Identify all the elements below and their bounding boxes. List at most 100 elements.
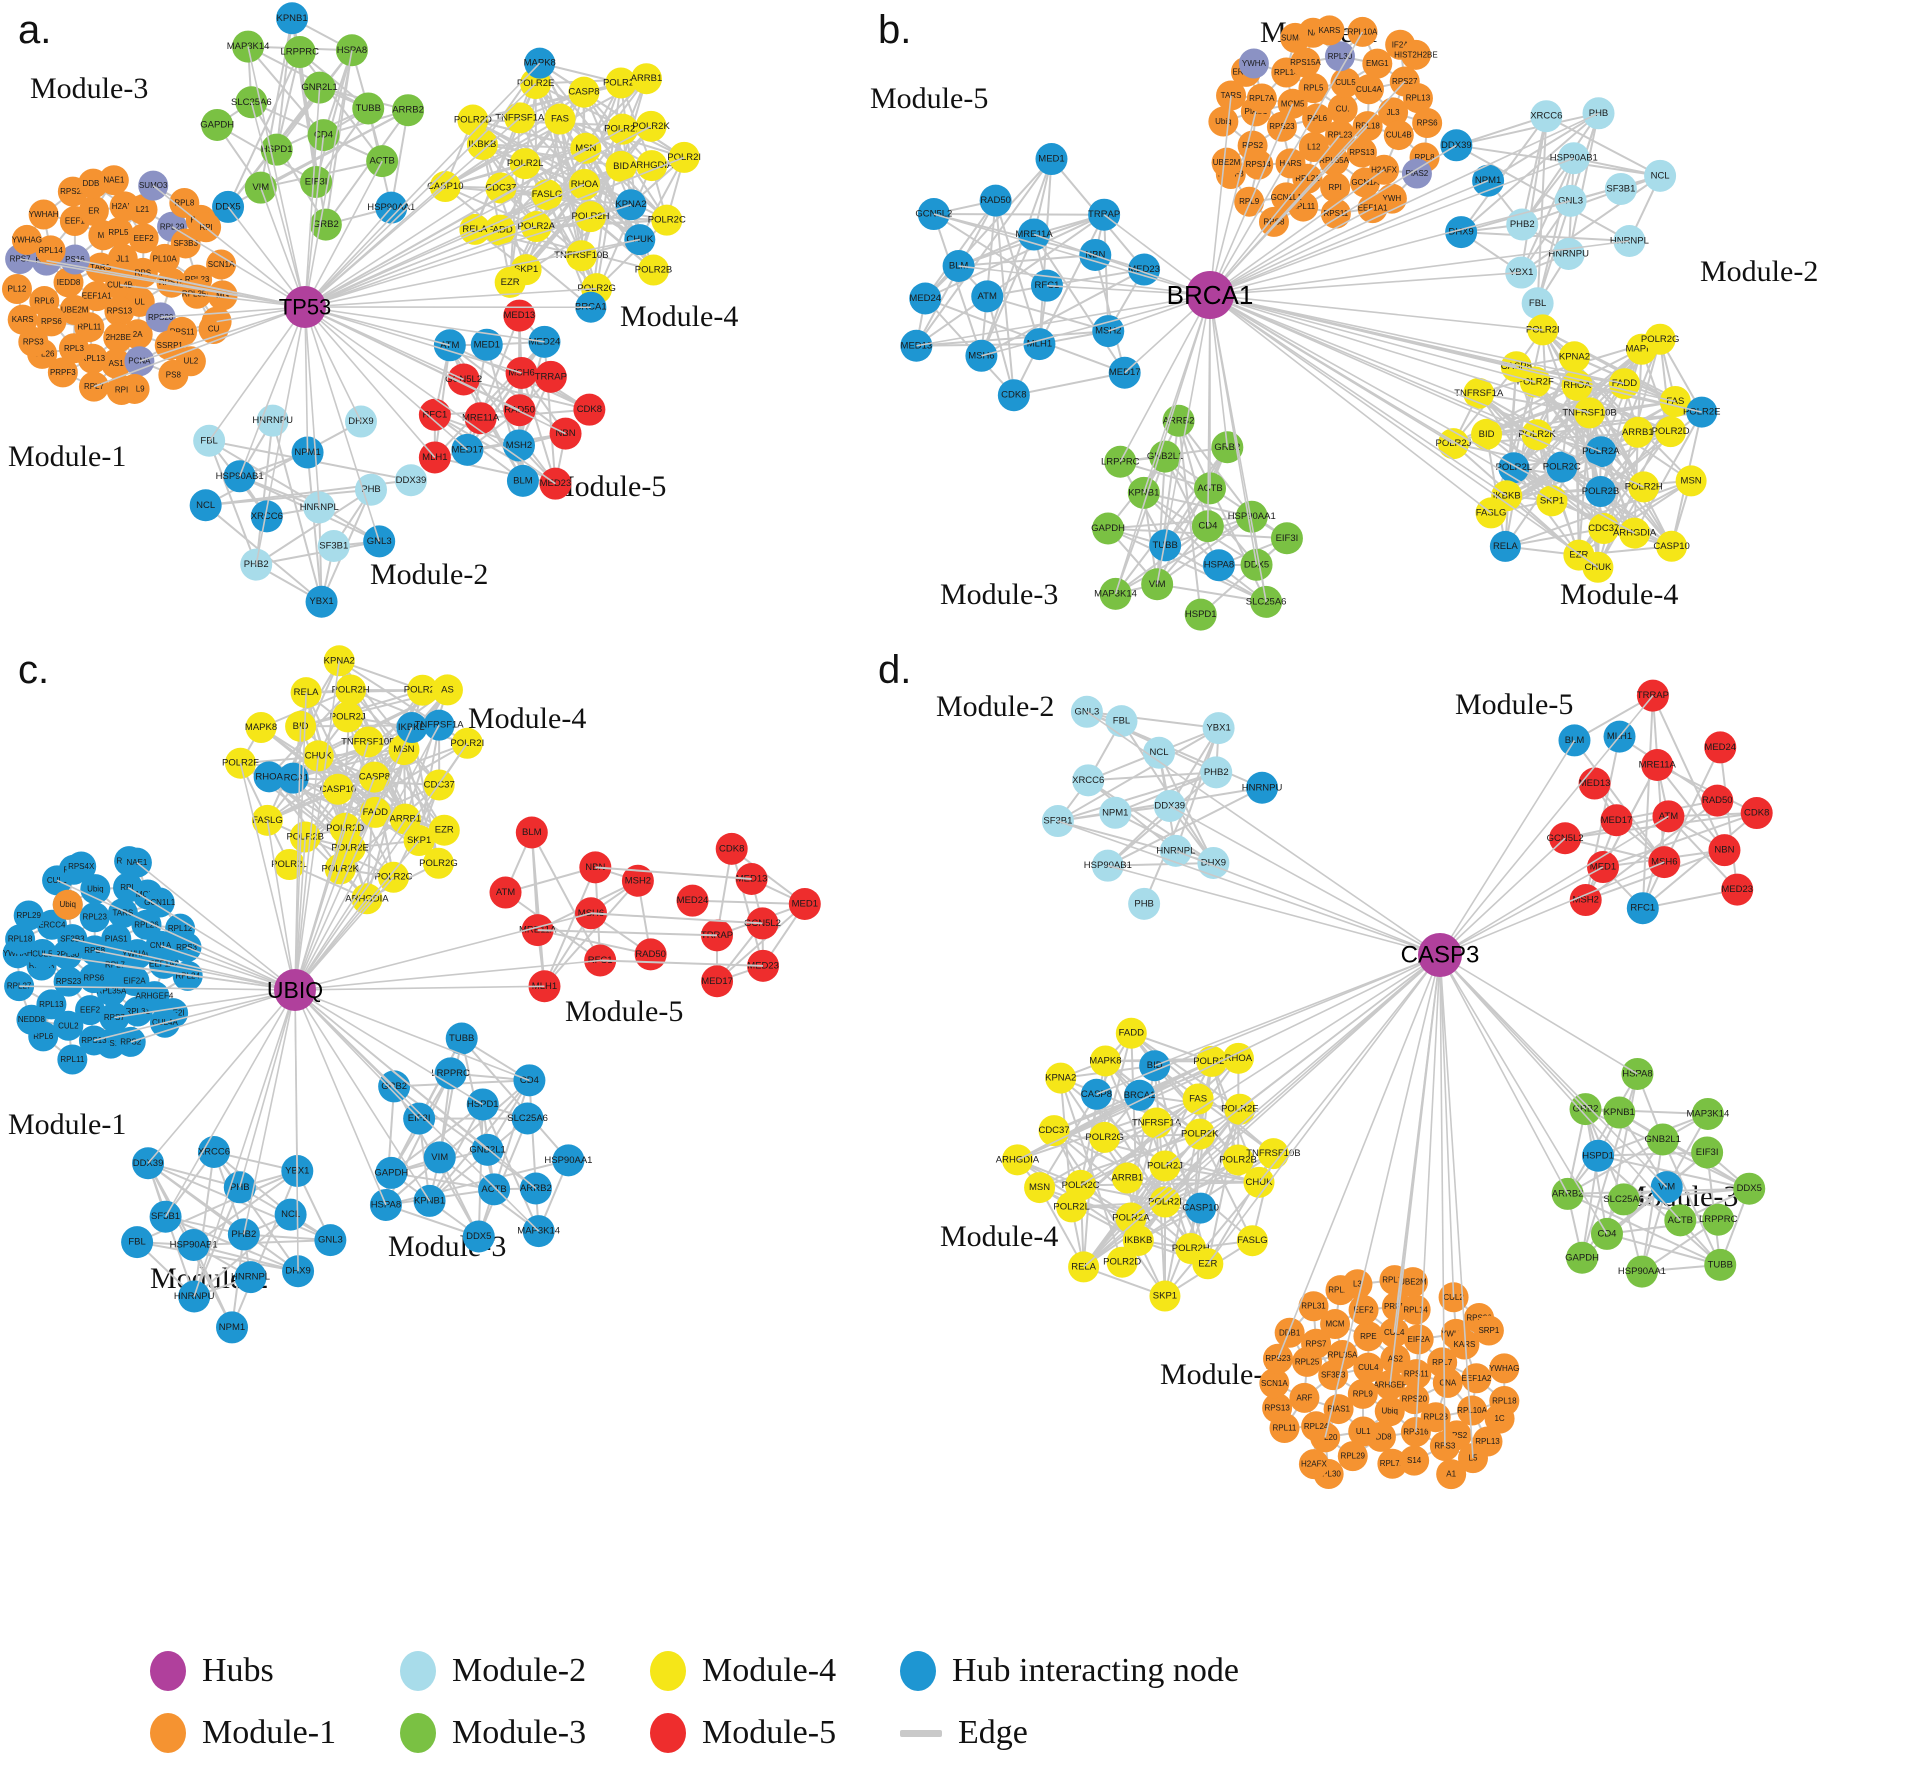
module3-node[interactable]: MAP3K14: [1686, 1097, 1729, 1130]
module2-node[interactable]: DDX39: [394, 464, 427, 497]
module1-node[interactable]: Ubiq: [1374, 1396, 1405, 1427]
module1-node[interactable]: RPS4X: [66, 851, 97, 882]
module1-node[interactable]: L3: [1342, 1269, 1373, 1300]
module4-node[interactable]: CASP8: [1081, 1078, 1112, 1110]
module3-node[interactable]: EIF3I: [1270, 522, 1303, 555]
module1-node[interactable]: EIF2A: [1403, 1324, 1434, 1355]
module4-node[interactable]: SKP1: [1149, 1280, 1181, 1312]
module2-node[interactable]: XRCC6: [1072, 764, 1104, 797]
hub-node-casp3[interactable]: CASP3: [1401, 933, 1480, 977]
module1-node[interactable]: CUL4B: [1383, 120, 1414, 151]
module5-node[interactable]: RAD50: [979, 184, 1012, 217]
module3-node[interactable]: HSP90AA1: [544, 1144, 592, 1177]
module4-node[interactable]: KPNA2: [1559, 341, 1590, 373]
module1-node[interactable]: RPL24: [1301, 1411, 1332, 1442]
module2-node[interactable]: YBX1: [1505, 256, 1538, 289]
module3-node[interactable]: ACTB: [478, 1173, 511, 1206]
module2-node[interactable]: XRCC6: [1530, 100, 1562, 133]
module1-node[interactable]: NEDD8: [16, 1004, 47, 1035]
module1-node[interactable]: CUL4: [1353, 1352, 1384, 1383]
module2-node[interactable]: SF3B1: [317, 530, 350, 563]
module3-node[interactable]: HSPA8: [1621, 1057, 1654, 1090]
module5-node[interactable]: ATM: [971, 280, 1004, 313]
module4-node[interactable]: POLR2K: [632, 110, 670, 142]
module5-node[interactable]: ATM: [489, 876, 522, 909]
module3-node[interactable]: HSPD1: [1184, 598, 1217, 631]
module3-node[interactable]: VIM: [423, 1141, 456, 1174]
module2-node[interactable]: NPM1: [216, 1311, 249, 1344]
module4-node[interactable]: EZR: [428, 814, 460, 846]
module5-node[interactable]: CDK8: [997, 379, 1030, 412]
module1-node[interactable]: H2AFX: [1298, 1449, 1329, 1480]
module1-node[interactable]: Ubiq: [1208, 106, 1239, 137]
module4-node[interactable]: MSN: [1024, 1172, 1056, 1204]
module3-node[interactable]: HSPD1: [260, 133, 293, 166]
module5-node[interactable]: TRRAP: [535, 360, 567, 393]
module4-node[interactable]: MAPK8: [245, 711, 277, 743]
module3-node[interactable]: GAPDH: [1091, 512, 1125, 545]
module1-node[interactable]: DDB1: [1274, 1317, 1305, 1348]
module5-node[interactable]: RAD50: [634, 938, 667, 971]
module3-node[interactable]: TUBB: [1704, 1248, 1737, 1281]
module2-node[interactable]: FBL: [121, 1226, 154, 1259]
module5-node[interactable]: CDK8: [1740, 797, 1773, 830]
module2-node[interactable]: PHB2: [240, 548, 273, 581]
module3-node[interactable]: TUBB: [352, 92, 385, 125]
module5-node[interactable]: MED17: [1600, 804, 1633, 837]
module1-node[interactable]: RPL7A: [1246, 83, 1277, 114]
module1-node[interactable]: KARS: [1314, 15, 1345, 46]
module5-node[interactable]: MSH6: [965, 339, 998, 372]
module1-node[interactable]: EEF1A2: [1461, 1363, 1492, 1394]
hub-node-tp53[interactable]: TP53: [279, 286, 332, 328]
module2-node[interactable]: PHB2: [1200, 756, 1233, 789]
module1-node[interactable]: RPL29: [1337, 1441, 1368, 1472]
module1-node[interactable]: 2H2BE: [103, 322, 134, 353]
module2-node[interactable]: NCL: [274, 1198, 307, 1231]
module5-node[interactable]: MED24: [909, 282, 942, 315]
module5-node[interactable]: GCN5L2: [915, 198, 952, 231]
module1-node[interactable]: CU.: [1327, 93, 1358, 124]
module5-node[interactable]: TRRAP: [1637, 679, 1669, 712]
module4-node[interactable]: RELA: [1489, 530, 1521, 562]
module1-node[interactable]: RPL10A: [1457, 1395, 1488, 1426]
module1-node[interactable]: PS8: [158, 359, 189, 390]
module3-node[interactable]: KPNB1: [276, 2, 309, 35]
module4-node[interactable]: FADD: [1115, 1017, 1147, 1049]
module1-node[interactable]: YWHA: [1238, 48, 1269, 79]
module2-node[interactable]: NCL: [189, 489, 222, 522]
module5-node[interactable]: MED17: [701, 965, 734, 998]
module4-node[interactable]: MSN: [1675, 465, 1707, 497]
module5-node[interactable]: RAD50: [1701, 784, 1734, 817]
module1-node[interactable]: RPL9: [1234, 186, 1265, 217]
module5-node[interactable]: MSH2: [502, 429, 535, 462]
module1-node[interactable]: KARS: [7, 304, 38, 335]
module1-node[interactable]: RPL11: [57, 1044, 88, 1075]
module1-node[interactable]: RPE: [1353, 1321, 1384, 1352]
module4-node[interactable]: BID: [1471, 418, 1503, 450]
module1-node[interactable]: YWHAG: [12, 224, 42, 255]
module1-node[interactable]: RPL5: [103, 217, 134, 248]
module5-node[interactable]: CDK8: [715, 832, 748, 865]
module2-node[interactable]: HNRNPU: [1242, 771, 1283, 804]
module4-node[interactable]: CASP8: [568, 76, 600, 108]
hub-node-ubiq[interactable]: UBIQ: [267, 969, 323, 1011]
module3-node[interactable]: EIF3I: [1691, 1136, 1724, 1169]
module2-node[interactable]: DHX9: [1197, 846, 1230, 879]
module1-node[interactable]: RPS6: [78, 963, 109, 994]
module4-node[interactable]: KPNA2: [1045, 1062, 1076, 1094]
module2-node[interactable]: NCL: [1644, 159, 1677, 192]
module5-node[interactable]: BLM: [515, 816, 548, 849]
module5-node[interactable]: MED1: [1035, 143, 1068, 176]
module1-node[interactable]: A1: [1436, 1459, 1467, 1490]
module5-node[interactable]: MED23: [1128, 253, 1161, 286]
module5-node[interactable]: MED13: [1578, 767, 1611, 800]
module5-node[interactable]: MED13: [503, 299, 536, 332]
module5-node[interactable]: MED24: [1704, 731, 1737, 764]
module5-node[interactable]: RFC1: [418, 398, 451, 431]
hub-node-brca1[interactable]: BRCA1: [1167, 271, 1254, 319]
module1-node[interactable]: YWHAH: [28, 199, 59, 230]
module2-node[interactable]: HNRNPU: [1548, 237, 1589, 270]
module2-node[interactable]: YBX1: [1202, 712, 1235, 745]
module1-ubiq-node[interactable]: Ubiq: [52, 889, 83, 920]
module2-node[interactable]: FBL: [1105, 705, 1138, 738]
